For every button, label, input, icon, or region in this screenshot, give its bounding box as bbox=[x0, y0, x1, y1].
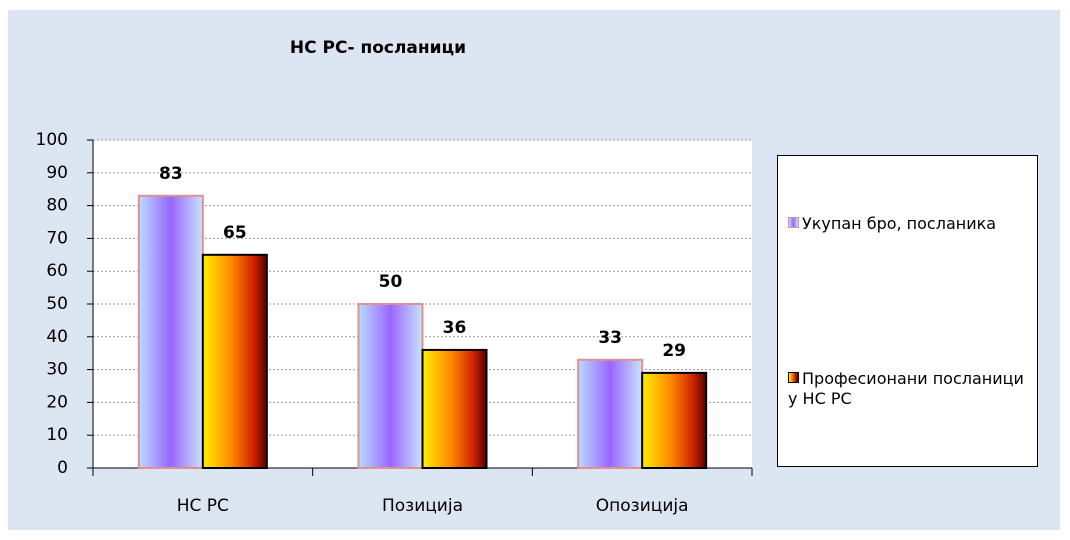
data-label: 50 bbox=[379, 272, 403, 292]
x-tick-label: Опозиција bbox=[596, 496, 689, 516]
y-tick-label: 100 bbox=[36, 130, 68, 150]
y-tick-label: 70 bbox=[46, 228, 68, 248]
data-label: 65 bbox=[223, 223, 247, 243]
y-tick-label: 50 bbox=[46, 294, 68, 314]
bar bbox=[641, 371, 708, 470]
legend-swatch bbox=[788, 372, 799, 383]
bar bbox=[421, 348, 488, 470]
bar bbox=[201, 253, 268, 469]
legend-label: Укупан бро, посланика bbox=[802, 214, 997, 233]
data-label: 83 bbox=[159, 164, 183, 184]
legend-entry: Професионани посланици у НС РС bbox=[788, 369, 1033, 409]
legend-entry: Укупан бро, посланика bbox=[788, 214, 1033, 234]
legend-swatch bbox=[788, 217, 799, 228]
data-label: 33 bbox=[598, 328, 622, 348]
bar bbox=[137, 194, 204, 469]
y-tick-label: 0 bbox=[57, 458, 68, 478]
x-tick-label: НС РС bbox=[177, 496, 229, 516]
y-tick-label: 80 bbox=[46, 196, 68, 216]
legend-label: Професионани посланици у НС РС bbox=[788, 369, 1024, 408]
chart-title: НС РС- посланици bbox=[290, 38, 466, 58]
bar bbox=[357, 303, 424, 469]
data-label: 36 bbox=[443, 318, 467, 338]
y-tick-label: 60 bbox=[46, 261, 68, 281]
y-tick-label: 30 bbox=[46, 360, 68, 380]
y-tick-label: 20 bbox=[46, 392, 68, 412]
data-label: 29 bbox=[662, 341, 686, 361]
y-tick-label: 10 bbox=[46, 425, 68, 445]
bar bbox=[577, 358, 644, 470]
legend: Укупан бро, посланика Професионани послан… bbox=[777, 155, 1038, 467]
y-tick-label: 40 bbox=[46, 327, 68, 347]
y-tick-label: 90 bbox=[46, 163, 68, 183]
x-tick-label: Позиција bbox=[382, 496, 463, 516]
